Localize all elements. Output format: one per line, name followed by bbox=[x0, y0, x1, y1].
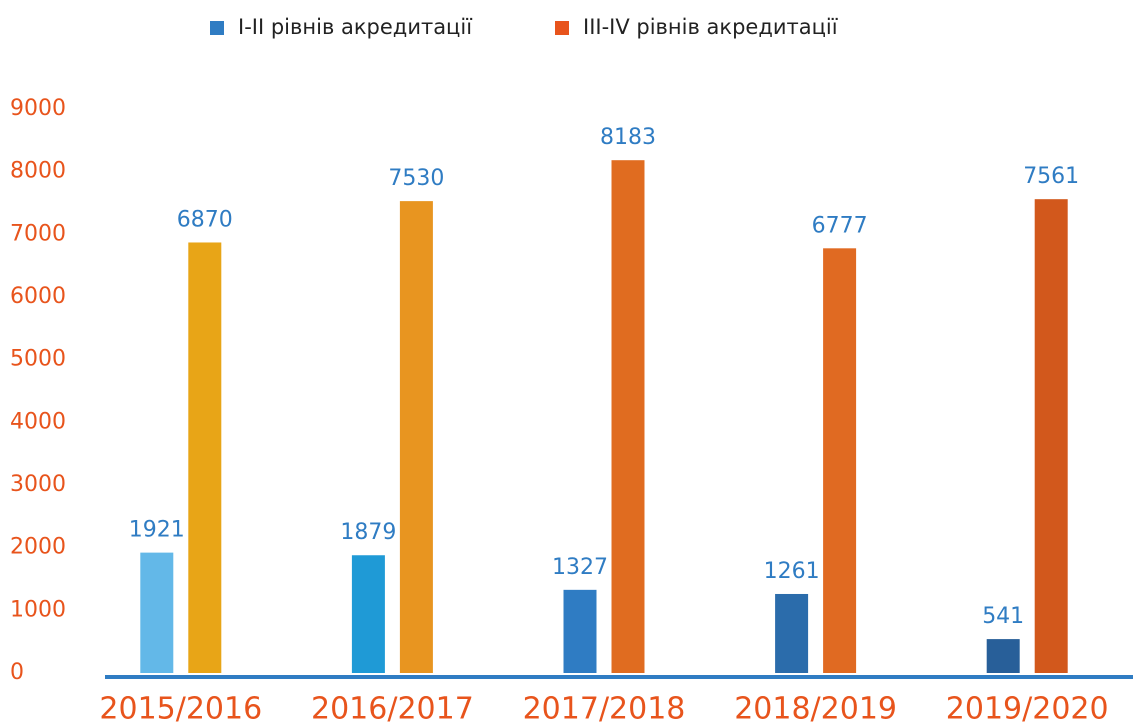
y-tick-label: 4000 bbox=[10, 409, 66, 434]
legend-label: III-IV рівнів акредитації bbox=[583, 15, 838, 39]
legend-swatch bbox=[210, 21, 224, 35]
bar bbox=[351, 555, 385, 673]
legend-label: I-II рівнів акредитації bbox=[238, 15, 472, 39]
x-tick-label: 2016/2017 bbox=[311, 692, 474, 725]
y-tick-label: 0 bbox=[10, 660, 24, 685]
data-label: 6870 bbox=[177, 207, 233, 232]
bar bbox=[986, 639, 1020, 673]
bar bbox=[188, 242, 222, 674]
y-tick-label: 9000 bbox=[10, 96, 66, 121]
bar bbox=[611, 160, 645, 673]
bar bbox=[775, 593, 809, 673]
data-label: 541 bbox=[982, 604, 1024, 629]
x-tick-label: 2018/2019 bbox=[734, 692, 897, 725]
legend-swatch bbox=[555, 21, 569, 35]
x-tick-label: 2017/2018 bbox=[523, 692, 686, 725]
y-tick-label: 7000 bbox=[10, 221, 66, 246]
data-label: 7561 bbox=[1023, 164, 1079, 189]
y-tick-label: 3000 bbox=[10, 472, 66, 497]
bar bbox=[140, 552, 174, 673]
data-label: 8183 bbox=[600, 125, 656, 150]
bar bbox=[823, 248, 857, 674]
y-tick-label: 5000 bbox=[10, 347, 66, 372]
y-tick-label: 6000 bbox=[10, 284, 66, 309]
data-label: 1879 bbox=[340, 520, 396, 545]
data-label: 1261 bbox=[764, 559, 820, 584]
bar bbox=[563, 589, 597, 673]
x-tick-label: 2015/2016 bbox=[99, 692, 262, 725]
data-label: 1327 bbox=[552, 555, 608, 580]
data-label: 7530 bbox=[388, 166, 444, 191]
y-tick-label: 8000 bbox=[10, 159, 66, 184]
y-tick-label: 1000 bbox=[10, 597, 66, 622]
bar bbox=[399, 201, 433, 673]
data-label: 6777 bbox=[812, 213, 868, 238]
bar bbox=[1034, 199, 1068, 673]
x-tick-label: 2019/2020 bbox=[946, 692, 1109, 725]
data-label: 1921 bbox=[129, 518, 185, 543]
y-tick-label: 2000 bbox=[10, 535, 66, 560]
